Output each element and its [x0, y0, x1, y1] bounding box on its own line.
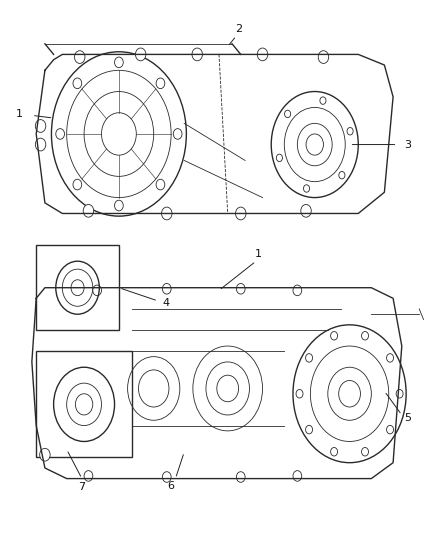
Text: 6: 6	[168, 481, 175, 491]
Text: 7: 7	[78, 482, 85, 492]
Circle shape	[56, 128, 64, 139]
Circle shape	[236, 207, 246, 220]
Circle shape	[135, 48, 146, 61]
Circle shape	[387, 425, 393, 434]
Circle shape	[361, 448, 368, 456]
Circle shape	[237, 472, 245, 482]
Circle shape	[35, 138, 46, 151]
Text: 1: 1	[16, 109, 23, 119]
Circle shape	[276, 154, 283, 161]
Circle shape	[293, 285, 302, 296]
Circle shape	[237, 284, 245, 294]
Circle shape	[331, 332, 338, 340]
Circle shape	[93, 285, 102, 296]
Circle shape	[339, 172, 345, 179]
Circle shape	[396, 390, 403, 398]
Circle shape	[35, 119, 46, 132]
Circle shape	[285, 110, 291, 118]
Circle shape	[71, 280, 84, 296]
Circle shape	[361, 332, 368, 340]
Circle shape	[301, 205, 311, 217]
Text: 5: 5	[404, 413, 411, 423]
Circle shape	[192, 48, 202, 61]
Circle shape	[331, 448, 338, 456]
Circle shape	[306, 354, 313, 362]
Circle shape	[173, 128, 182, 139]
Circle shape	[162, 207, 172, 220]
Circle shape	[162, 472, 171, 482]
Circle shape	[387, 354, 393, 362]
Circle shape	[73, 179, 82, 190]
Circle shape	[115, 57, 123, 68]
Circle shape	[40, 448, 50, 461]
Circle shape	[156, 179, 165, 190]
Text: 2: 2	[235, 25, 242, 34]
Bar	[36, 351, 132, 457]
Circle shape	[115, 200, 123, 211]
Circle shape	[347, 127, 353, 135]
Circle shape	[162, 284, 171, 294]
Circle shape	[84, 471, 93, 481]
Circle shape	[318, 51, 328, 63]
Text: 1: 1	[254, 248, 261, 259]
Circle shape	[83, 205, 94, 217]
Circle shape	[257, 48, 268, 61]
Circle shape	[304, 185, 310, 192]
Circle shape	[306, 425, 313, 434]
Circle shape	[296, 390, 303, 398]
Circle shape	[293, 471, 302, 481]
Circle shape	[74, 51, 85, 63]
Text: 4: 4	[162, 297, 170, 308]
Circle shape	[156, 78, 165, 88]
Circle shape	[73, 78, 82, 88]
Text: 3: 3	[404, 140, 411, 150]
Bar	[36, 245, 119, 330]
Circle shape	[320, 97, 326, 104]
